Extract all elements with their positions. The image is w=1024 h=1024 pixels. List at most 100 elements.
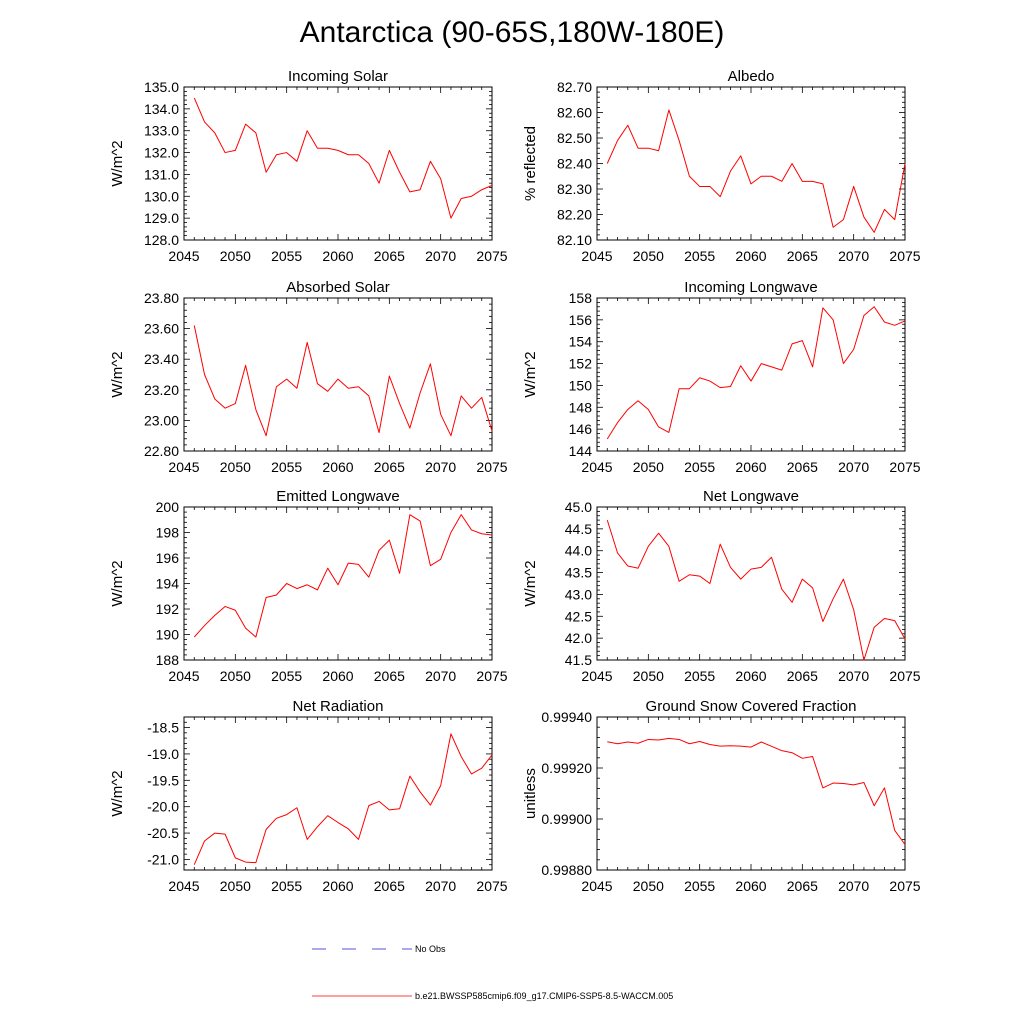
emitted-longwave-y-tick-label: 192 [156,601,180,617]
net-longwave-y-tick-label: 44.0 [565,543,592,559]
panel-net-longwave: Net Longwave W/m^2 2045 2050 2055 2060 2065 207… [522,488,921,684]
incoming-longwave-y-tick-label: 152 [569,356,593,372]
absorbed-solar-x-tick-label: 2060 [322,459,353,475]
net-longwave-x-tick-label: 2070 [838,668,869,684]
incoming-solar-y-tick-label: 129.0 [144,210,179,226]
net-longwave-y-tick-label: 43.5 [565,565,592,581]
panel-net-radiation: Net Radiation W/m^2 2045 2050 2055 2060 2065 20… [109,698,508,894]
incoming-longwave-x-tick-label: 2075 [889,459,920,475]
panel-emitted-longwave: Emitted Longwave W/m^2 2045 2050 2055 2060 206… [109,488,508,684]
emitted-longwave-x-tick-label: 2075 [476,668,507,684]
legend: No Obs b.e21.BWSSP585cmip6.f09_g17.CMIP6… [312,944,673,1001]
net-radiation-y-tick-label: -18.5 [147,720,179,736]
incoming-solar-y-tick-label: 132.0 [144,145,179,161]
legend-model-label: b.e21.BWSSP585cmip6.f09_g17.CMIP6-SSP5-8… [415,991,673,1001]
incoming-longwave-x-tick-label: 2045 [581,459,612,475]
ground-snow-covered-fraction-y-tick-label: 0.99880 [541,862,592,878]
ground-snow-covered-fraction-x-tick-label: 2070 [838,878,869,894]
incoming-longwave-x-tick-label: 2065 [787,459,818,475]
emitted-longwave-x-tick-label: 2045 [168,668,199,684]
absorbed-solar-x-tick-label: 2075 [476,459,507,475]
net-longwave-x-tick-label: 2065 [787,668,818,684]
albedo-x-tick-label: 2050 [633,248,664,264]
incoming-solar-y-tick-label: 135.0 [144,79,179,95]
incoming-longwave-y-tick-label: 146 [569,421,593,437]
incoming-longwave-plot-frame [596,297,906,452]
net-longwave-x-tick-label: 2060 [735,668,766,684]
panel-incoming-longwave: Incoming Longwave W/m^2 2045 2050 2055 2060 20… [522,279,921,475]
net-radiation-x-tick-label: 2050 [220,878,251,894]
net-longwave-y-tick-label: 45.0 [565,499,592,515]
net-longwave-series-line [606,519,906,661]
incoming-longwave-y-tick-label: 148 [569,399,593,415]
ground-snow-covered-fraction-x-tick-label: 2065 [787,878,818,894]
emitted-longwave-series-line [193,514,493,638]
emitted-longwave-y-tick-label: 198 [156,525,180,541]
net-radiation-x-tick-label: 2070 [425,878,456,894]
albedo-title: Albedo [728,68,775,85]
incoming-longwave-x-tick-label: 2050 [633,459,664,475]
net-radiation-x-tick-label: 2065 [374,878,405,894]
absorbed-solar-x-tick-label: 2045 [168,459,199,475]
albedo-x-tick-label: 2065 [787,248,818,264]
ground-snow-covered-fraction-y-axis-label: unitless [522,768,539,819]
emitted-longwave-y-tick-label: 190 [156,627,180,643]
net-radiation-y-tick-label: -21.0 [147,851,179,867]
incoming-longwave-x-tick-label: 2055 [684,459,715,475]
albedo-y-tick-label: 82.10 [557,232,592,248]
net-radiation-y-tick-label: -20.0 [147,799,179,815]
albedo-x-tick-label: 2060 [735,248,766,264]
net-radiation-y-tick-label: -20.5 [147,825,179,841]
incoming-solar-y-tick-label: 131.0 [144,166,179,182]
net-longwave-x-tick-label: 2055 [684,668,715,684]
absorbed-solar-y-tick-label: 23.40 [144,351,179,367]
absorbed-solar-plot-frame [183,297,493,452]
ground-snow-covered-fraction-y-tick-label: 0.99920 [541,760,592,776]
net-radiation-x-tick-label: 2060 [322,878,353,894]
emitted-longwave-y-axis-label: W/m^2 [109,560,126,606]
absorbed-solar-y-tick-label: 23.20 [144,382,179,398]
albedo-y-tick-label: 82.70 [557,79,592,95]
emitted-longwave-title: Emitted Longwave [276,488,399,505]
emitted-longwave-y-tick-label: 200 [156,499,180,515]
emitted-longwave-x-tick-label: 2050 [220,668,251,684]
net-radiation-series-line [193,733,493,865]
incoming-solar-x-tick-label: 2065 [374,248,405,264]
net-longwave-title: Net Longwave [703,488,799,505]
albedo-x-tick-label: 2070 [838,248,869,264]
net-longwave-y-tick-label: 42.5 [565,608,592,624]
albedo-plot-frame [596,86,906,241]
ground-snow-covered-fraction-x-tick-label: 2060 [735,878,766,894]
legend-no-obs-label: No Obs [415,944,446,954]
incoming-longwave-x-tick-label: 2070 [838,459,869,475]
albedo-x-tick-label: 2045 [581,248,612,264]
figure-title: Antarctica (90-65S,180W-180E) [300,16,725,49]
absorbed-solar-title: Absorbed Solar [286,279,389,296]
emitted-longwave-x-tick-label: 2065 [374,668,405,684]
albedo-series-line [606,109,906,233]
emitted-longwave-x-tick-label: 2060 [322,668,353,684]
absorbed-solar-series-line [193,325,493,437]
net-radiation-y-tick-label: -19.5 [147,772,179,788]
net-longwave-y-tick-label: 42.0 [565,630,592,646]
albedo-y-tick-label: 82.60 [557,105,592,121]
incoming-longwave-title: Incoming Longwave [684,279,817,296]
incoming-solar-x-tick-label: 2045 [168,248,199,264]
incoming-longwave-y-axis-label: W/m^2 [522,351,539,397]
net-radiation-y-tick-label: -19.0 [147,746,179,762]
emitted-longwave-x-tick-label: 2070 [425,668,456,684]
incoming-solar-y-tick-label: 128.0 [144,232,179,248]
emitted-longwave-x-tick-label: 2055 [271,668,302,684]
incoming-solar-series-line [193,97,493,219]
incoming-longwave-y-tick-label: 150 [569,377,593,393]
emitted-longwave-y-tick-label: 196 [156,550,180,566]
ground-snow-covered-fraction-y-tick-label: 0.99900 [541,811,592,827]
albedo-y-tick-label: 82.30 [557,181,592,197]
absorbed-solar-y-tick-label: 23.60 [144,321,179,337]
incoming-solar-y-axis-label: W/m^2 [109,140,126,186]
ground-snow-covered-fraction-y-tick-label: 0.99940 [541,709,592,725]
emitted-longwave-y-tick-label: 188 [156,652,180,668]
ground-snow-covered-fraction-x-tick-label: 2055 [684,878,715,894]
net-longwave-y-tick-label: 41.5 [565,652,592,668]
net-radiation-title: Net Radiation [293,698,384,715]
